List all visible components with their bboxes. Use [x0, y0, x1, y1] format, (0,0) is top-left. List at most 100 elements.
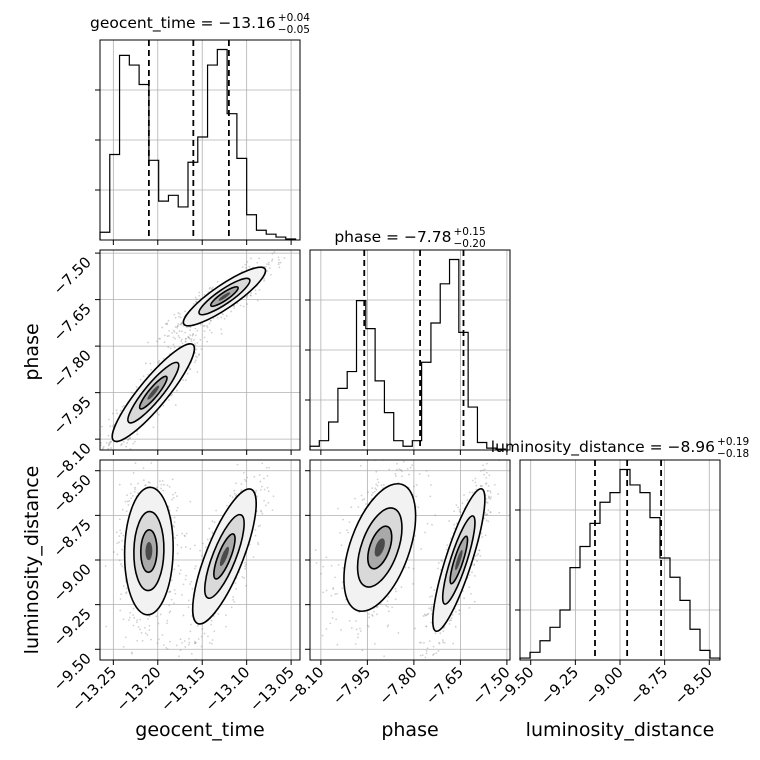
sample-point	[187, 643, 190, 646]
sample-point	[480, 485, 482, 488]
sample-point	[211, 520, 214, 523]
sample-point	[397, 632, 400, 634]
sample-point	[429, 484, 432, 486]
sample-point	[108, 441, 111, 444]
sample-point	[442, 641, 444, 644]
sample-point	[455, 504, 458, 507]
sample-point	[129, 448, 132, 450]
sample-point	[184, 578, 187, 581]
sample-point	[423, 613, 426, 616]
sample-point	[424, 656, 427, 659]
sample-point	[150, 638, 152, 641]
sample-point	[185, 326, 188, 329]
sample-point	[193, 544, 196, 547]
sample-point	[176, 389, 178, 392]
title-main-text: phase = −7.78	[334, 228, 451, 246]
sample-point	[266, 270, 269, 272]
sample-point	[173, 568, 176, 571]
sample-point	[372, 491, 374, 494]
sample-point	[279, 261, 282, 264]
sample-point	[430, 605, 433, 608]
sample-point	[209, 537, 212, 540]
sample-point	[468, 574, 471, 577]
sample-point	[176, 495, 178, 498]
sample-point	[254, 292, 257, 295]
sample-point	[121, 565, 123, 568]
sample-point	[335, 618, 338, 621]
sample-point	[421, 654, 424, 657]
sample-point	[206, 340, 209, 343]
sample-point	[156, 412, 159, 414]
sample-point	[192, 333, 194, 336]
sample-point	[166, 335, 169, 338]
sample-point	[166, 647, 169, 650]
sample-point	[199, 323, 202, 326]
sample-point	[254, 289, 257, 292]
sample-point	[125, 591, 128, 594]
sample-point	[132, 472, 135, 474]
histogram-phase-steps	[309, 258, 506, 450]
sample-point	[220, 333, 223, 335]
sample-point	[425, 614, 428, 617]
sample-point	[176, 534, 178, 537]
sample-point	[194, 334, 197, 337]
sample-point	[255, 489, 258, 492]
sample-point	[342, 518, 345, 521]
sample-point	[371, 614, 374, 617]
sample-point	[144, 484, 147, 487]
sample-point	[184, 546, 187, 548]
sample-point	[175, 644, 178, 647]
sample-point	[164, 323, 167, 325]
sample-point	[479, 484, 482, 487]
sample-point	[158, 359, 161, 362]
sample-point	[437, 650, 440, 652]
sample-point	[478, 549, 481, 552]
sample-point	[177, 655, 180, 658]
sample-point	[417, 506, 420, 509]
sample-point	[152, 426, 155, 429]
sample-point	[355, 628, 358, 631]
sample-point	[376, 484, 379, 487]
sample-point	[208, 641, 211, 644]
sample-point	[169, 347, 172, 350]
sample-point	[187, 599, 190, 602]
sample-point	[119, 609, 122, 612]
sample-point	[264, 504, 267, 507]
sample-point	[277, 263, 280, 266]
sample-point	[184, 331, 187, 334]
sample-point	[430, 609, 433, 612]
sample-point	[162, 404, 165, 407]
y-axis-label-phase: phase	[21, 323, 43, 380]
sample-point	[412, 485, 415, 488]
sample-point	[189, 368, 192, 371]
sample-point	[271, 509, 274, 512]
sample-point	[190, 652, 193, 655]
sample-point	[188, 337, 191, 340]
sample-point	[438, 642, 441, 645]
sample-point	[376, 613, 378, 616]
sample-point	[215, 509, 218, 512]
sample-point	[211, 531, 214, 534]
sample-point	[266, 486, 269, 489]
sample-point	[176, 544, 179, 546]
sample-point	[127, 438, 130, 440]
sample-point	[190, 580, 193, 583]
sample-point	[209, 320, 212, 322]
histogram-geocent-time	[95, 39, 301, 245]
sample-point	[375, 483, 378, 486]
sample-point	[427, 612, 430, 615]
sample-point	[157, 622, 160, 625]
sample-point	[169, 640, 171, 643]
sample-point	[171, 478, 174, 481]
title-phase: phase = −7.78 +0.15−0.20	[334, 226, 485, 250]
sample-point	[443, 641, 446, 644]
sample-point	[450, 537, 452, 540]
sample-point	[130, 497, 133, 500]
sample-point	[363, 498, 366, 501]
sample-point	[428, 640, 431, 643]
sample-point	[374, 487, 377, 490]
sample-point	[341, 581, 344, 584]
sample-point	[425, 625, 428, 628]
sample-point	[179, 649, 182, 652]
sample-point	[177, 312, 180, 314]
